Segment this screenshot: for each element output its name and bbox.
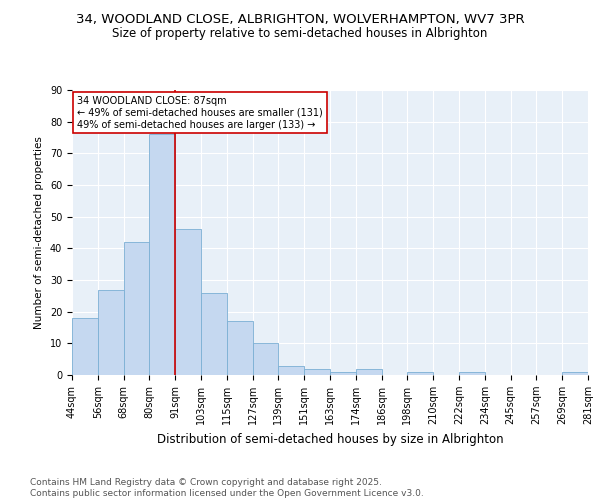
Bar [124,242,149,375]
Text: 34, WOODLAND CLOSE, ALBRIGHTON, WOLVERHAMPTON, WV7 3PR: 34, WOODLAND CLOSE, ALBRIGHTON, WOLVERHA… [76,12,524,26]
Text: Size of property relative to semi-detached houses in Albrighton: Size of property relative to semi-detach… [112,28,488,40]
Bar [407,372,433,375]
Bar [72,318,98,375]
Bar [278,366,304,375]
Text: Contains HM Land Registry data © Crown copyright and database right 2025.
Contai: Contains HM Land Registry data © Crown c… [30,478,424,498]
Bar [330,372,356,375]
Bar [201,292,227,375]
Bar [227,321,253,375]
Text: 34 WOODLAND CLOSE: 87sqm
← 49% of semi-detached houses are smaller (131)
49% of : 34 WOODLAND CLOSE: 87sqm ← 49% of semi-d… [77,96,323,130]
Bar [149,134,175,375]
Bar [98,290,124,375]
Y-axis label: Number of semi-detached properties: Number of semi-detached properties [34,136,44,329]
Bar [304,368,330,375]
Bar [253,344,278,375]
X-axis label: Distribution of semi-detached houses by size in Albrighton: Distribution of semi-detached houses by … [157,432,503,446]
Bar [356,368,382,375]
Bar [175,230,201,375]
Bar [562,372,588,375]
Bar [459,372,485,375]
